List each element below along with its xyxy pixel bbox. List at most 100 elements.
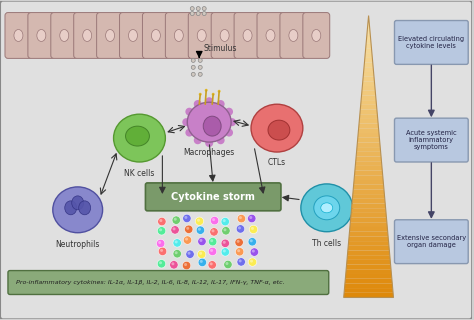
Circle shape xyxy=(248,258,256,266)
Circle shape xyxy=(239,260,242,262)
Polygon shape xyxy=(349,236,389,241)
FancyBboxPatch shape xyxy=(119,12,146,58)
Circle shape xyxy=(249,216,252,219)
FancyBboxPatch shape xyxy=(394,220,468,264)
Circle shape xyxy=(159,219,163,222)
Circle shape xyxy=(198,250,206,259)
FancyBboxPatch shape xyxy=(146,183,281,211)
Polygon shape xyxy=(362,91,376,95)
Circle shape xyxy=(171,226,179,234)
Circle shape xyxy=(237,240,240,243)
Circle shape xyxy=(191,65,195,69)
Text: Stimulus: Stimulus xyxy=(203,44,237,53)
Polygon shape xyxy=(349,232,388,236)
Circle shape xyxy=(210,239,213,242)
Ellipse shape xyxy=(187,102,231,142)
Text: CTLs: CTLs xyxy=(268,158,286,167)
Polygon shape xyxy=(365,53,372,58)
Circle shape xyxy=(190,12,194,16)
Circle shape xyxy=(182,261,191,270)
Circle shape xyxy=(247,214,256,223)
Polygon shape xyxy=(353,185,384,189)
Polygon shape xyxy=(358,133,379,138)
Polygon shape xyxy=(364,62,373,67)
Polygon shape xyxy=(344,293,393,298)
Polygon shape xyxy=(360,105,377,109)
Circle shape xyxy=(224,260,232,269)
Circle shape xyxy=(223,219,226,222)
Text: Pro-inflammatory cytokines: IL-1α, IL-1β, IL-2, IL-6, IL-8, IL-12, IL-17, IFN-γ,: Pro-inflammatory cytokines: IL-1α, IL-1β… xyxy=(16,280,284,285)
Polygon shape xyxy=(361,100,376,105)
Circle shape xyxy=(205,97,213,105)
Polygon shape xyxy=(344,288,393,293)
Ellipse shape xyxy=(14,29,23,42)
Polygon shape xyxy=(367,25,370,30)
FancyBboxPatch shape xyxy=(394,20,468,64)
Circle shape xyxy=(185,129,193,137)
Polygon shape xyxy=(348,241,389,246)
Ellipse shape xyxy=(312,29,321,42)
Polygon shape xyxy=(352,204,386,208)
Polygon shape xyxy=(359,124,379,128)
Polygon shape xyxy=(346,269,392,274)
Circle shape xyxy=(194,100,202,108)
Circle shape xyxy=(251,227,254,230)
Ellipse shape xyxy=(197,29,206,42)
Circle shape xyxy=(222,227,230,235)
FancyBboxPatch shape xyxy=(5,12,32,58)
FancyBboxPatch shape xyxy=(28,12,55,58)
Polygon shape xyxy=(349,227,388,232)
Polygon shape xyxy=(366,39,371,44)
Ellipse shape xyxy=(203,116,221,136)
Text: Macrophages: Macrophages xyxy=(183,148,235,157)
Polygon shape xyxy=(368,20,369,25)
Circle shape xyxy=(223,241,226,244)
Polygon shape xyxy=(366,34,371,39)
Ellipse shape xyxy=(114,114,165,162)
Text: Extensive secondary
organ damage: Extensive secondary organ damage xyxy=(397,235,466,248)
Circle shape xyxy=(172,216,181,224)
Circle shape xyxy=(191,72,195,76)
Polygon shape xyxy=(359,119,378,124)
Circle shape xyxy=(223,228,227,231)
Circle shape xyxy=(208,261,217,269)
Circle shape xyxy=(195,217,204,225)
Polygon shape xyxy=(363,72,374,76)
FancyBboxPatch shape xyxy=(188,12,215,58)
Circle shape xyxy=(174,218,177,221)
Circle shape xyxy=(191,58,195,62)
Circle shape xyxy=(250,260,253,263)
Polygon shape xyxy=(347,255,390,260)
Polygon shape xyxy=(368,16,369,20)
Circle shape xyxy=(236,248,244,256)
Circle shape xyxy=(159,228,162,231)
Circle shape xyxy=(172,262,174,265)
Circle shape xyxy=(221,218,229,226)
Circle shape xyxy=(158,247,167,256)
Circle shape xyxy=(217,100,225,108)
FancyBboxPatch shape xyxy=(280,12,307,58)
Polygon shape xyxy=(354,175,383,180)
Ellipse shape xyxy=(243,29,252,42)
Circle shape xyxy=(157,260,166,268)
Circle shape xyxy=(182,118,190,126)
Circle shape xyxy=(237,249,240,252)
Circle shape xyxy=(226,262,228,265)
Circle shape xyxy=(173,228,175,230)
Circle shape xyxy=(173,250,182,258)
Ellipse shape xyxy=(301,184,353,232)
Circle shape xyxy=(209,247,217,256)
Polygon shape xyxy=(356,156,382,161)
Circle shape xyxy=(170,260,178,269)
Circle shape xyxy=(188,252,191,255)
Circle shape xyxy=(211,229,215,232)
Text: Neutrophils: Neutrophils xyxy=(55,240,100,249)
Circle shape xyxy=(210,228,218,236)
Polygon shape xyxy=(356,147,381,152)
Circle shape xyxy=(250,239,253,242)
Polygon shape xyxy=(352,199,385,204)
Text: NK cells: NK cells xyxy=(124,169,155,178)
Polygon shape xyxy=(355,171,383,175)
Circle shape xyxy=(184,216,187,219)
Circle shape xyxy=(221,248,229,256)
